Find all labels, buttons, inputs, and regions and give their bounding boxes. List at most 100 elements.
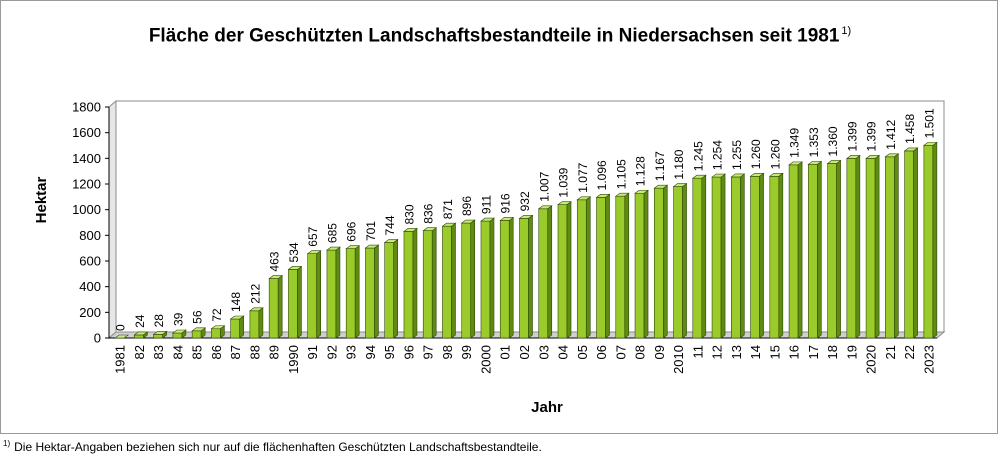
- bar: [846, 158, 857, 339]
- value-label: 1.077: [576, 162, 590, 192]
- value-label: 1.096: [595, 160, 609, 190]
- bar: [596, 197, 606, 339]
- bar-side: [393, 238, 399, 339]
- bar: [538, 208, 549, 339]
- bar: [750, 176, 760, 339]
- value-label: 1.349: [788, 128, 802, 158]
- x-tick-label: 02: [517, 345, 532, 359]
- bar: [788, 164, 799, 339]
- bar: [692, 177, 703, 339]
- bar: [230, 318, 240, 339]
- footnote-marker: 1): [3, 439, 11, 448]
- x-tick-label: 85: [190, 345, 205, 359]
- x-tick-label: 1981: [113, 345, 128, 374]
- chart-title-text: Fläche der Geschützten Landschaftsbestan…: [148, 25, 840, 47]
- bar-top: [672, 183, 688, 187]
- bar-top: [557, 201, 572, 205]
- bar-side: [855, 154, 861, 339]
- bar-top: [845, 155, 861, 159]
- bar-top: [576, 196, 592, 201]
- bar-side: [547, 205, 553, 339]
- footnote-text: Die Hektar-Angaben beziehen sich nur auf…: [14, 440, 542, 454]
- value-label: 830: [402, 204, 416, 224]
- bar-side: [624, 192, 630, 339]
- bar-side: [836, 159, 841, 339]
- plot-side-wall: [108, 99, 117, 340]
- y-tick-label: 400: [79, 279, 101, 294]
- bar: [191, 330, 202, 339]
- value-label: 148: [229, 292, 243, 312]
- bar-top: [460, 219, 476, 224]
- value-label: 1.254: [711, 140, 725, 170]
- y-tick-label: 1000: [72, 202, 101, 217]
- bar: [461, 222, 472, 339]
- x-tick-label: 82: [132, 345, 147, 359]
- bar-side: [778, 172, 784, 339]
- bar-top: [287, 266, 303, 270]
- value-label: 1.353: [807, 127, 821, 157]
- y-tick-label: 0: [94, 331, 101, 346]
- x-tick-label: 16: [787, 345, 802, 359]
- value-label: 28: [152, 314, 166, 328]
- title-footnote-marker: 1): [841, 25, 852, 37]
- bar: [711, 176, 722, 339]
- value-label: 1.412: [884, 119, 898, 149]
- bar: [403, 231, 414, 339]
- bar-side: [585, 196, 591, 339]
- bar-top: [422, 227, 438, 232]
- bar-side: [528, 214, 533, 339]
- footnote: 1) Die Hektar-Angaben beziehen sich nur a…: [3, 439, 542, 454]
- bar-side: [508, 216, 514, 339]
- value-label: 56: [191, 310, 205, 324]
- bar-side: [913, 147, 918, 339]
- value-label: 1.167: [653, 151, 667, 181]
- x-tick-label: 87: [228, 345, 243, 359]
- x-tick-label: 89: [267, 345, 282, 359]
- x-tick-label: 97: [421, 345, 436, 359]
- chart-title: Fläche der Geschützten Landschaftsbestan…: [0, 25, 1000, 47]
- x-tick-label: 06: [594, 345, 609, 359]
- x-tick-label: 2023: [921, 345, 936, 374]
- bar: [904, 150, 914, 339]
- x-tick-label: 19: [844, 345, 859, 359]
- bar-top: [634, 189, 649, 194]
- bar-top: [537, 205, 553, 210]
- bar-side: [489, 217, 495, 339]
- bar-side: [354, 245, 360, 339]
- bar-top: [441, 222, 457, 227]
- bar: [288, 269, 298, 339]
- x-tick-label: 93: [344, 345, 359, 359]
- bar-top: [768, 173, 784, 177]
- x-tick-label: 05: [575, 345, 590, 359]
- bar-side: [566, 201, 572, 339]
- bar-top: [306, 250, 322, 254]
- y-tick-label: 200: [79, 305, 101, 320]
- value-label: 1.399: [865, 121, 879, 151]
- bar-side: [412, 227, 418, 339]
- bar-side: [451, 222, 456, 339]
- bar-chart: 0200400600800100012001400160018000198124…: [33, 99, 946, 416]
- value-label: 72: [210, 308, 224, 322]
- x-tick-label: 2020: [864, 345, 879, 374]
- value-label: 896: [460, 196, 474, 216]
- value-label: 1.180: [672, 149, 686, 179]
- x-tick-label: 07: [613, 345, 628, 359]
- bar: [923, 145, 934, 339]
- value-label: 0: [114, 324, 128, 331]
- x-tick-label: 09: [652, 345, 667, 359]
- y-tick-label: 800: [79, 228, 101, 243]
- bar-top: [268, 275, 284, 279]
- x-tick-label: 12: [710, 345, 725, 359]
- x-tick-label: 98: [440, 345, 455, 359]
- x-tick-label: 83: [151, 345, 166, 359]
- value-label: 39: [171, 312, 185, 326]
- value-label: 932: [518, 191, 532, 211]
- y-axis-title: Hektar: [33, 176, 50, 223]
- bar-top: [403, 228, 418, 232]
- bar-side: [605, 193, 610, 339]
- x-tick-label: 86: [209, 345, 224, 359]
- value-label: 871: [441, 199, 455, 219]
- value-label: 1.128: [634, 156, 648, 186]
- value-label: 212: [248, 283, 262, 303]
- bar-top: [326, 246, 341, 251]
